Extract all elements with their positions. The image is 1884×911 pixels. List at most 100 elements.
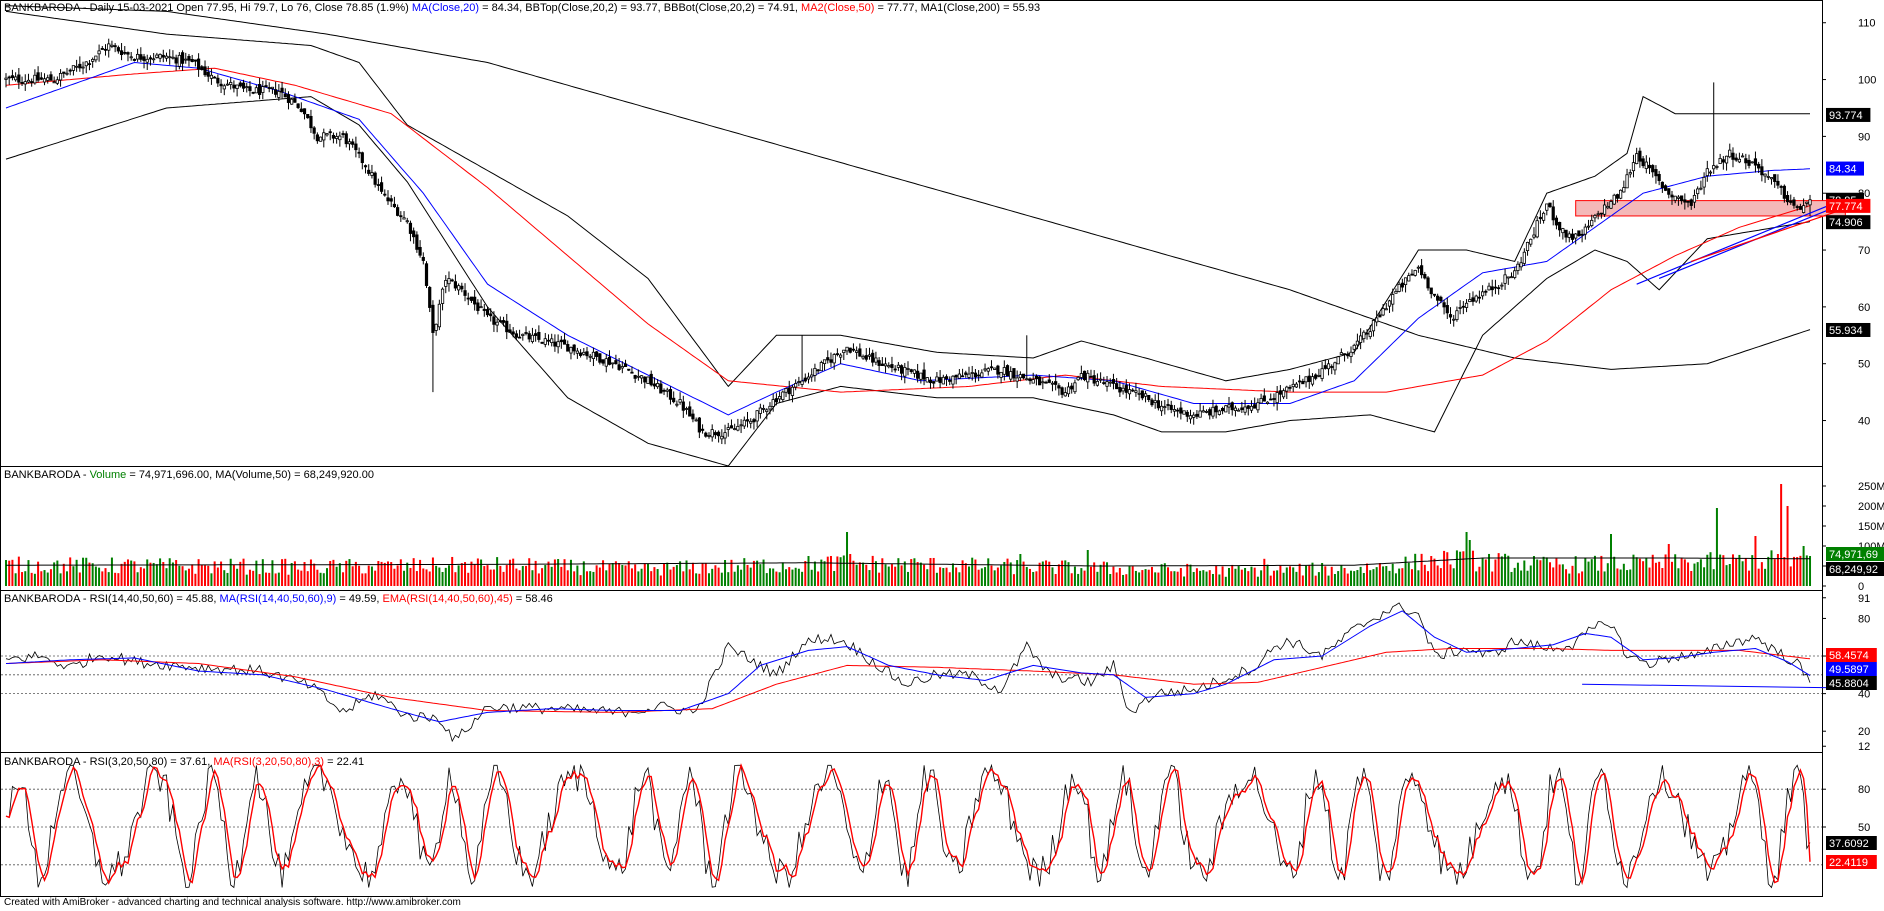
- candle-body: [903, 367, 907, 377]
- candle-body: [1641, 158, 1645, 167]
- volume-bar: [197, 559, 200, 586]
- volume-bar: [704, 563, 707, 586]
- volume-bar: [1703, 567, 1706, 586]
- candle-body: [1458, 307, 1462, 309]
- volume-bar: [724, 559, 727, 586]
- candle-body: [1622, 187, 1626, 193]
- candle-body: [49, 74, 53, 81]
- volume-bar: [101, 571, 104, 586]
- candle-body: [1766, 176, 1770, 178]
- candle-body: [890, 364, 894, 369]
- volume-bar: [130, 560, 133, 586]
- candle-body: [1577, 230, 1581, 237]
- candle-body: [1355, 340, 1360, 346]
- candle-body: [925, 377, 929, 383]
- volume-bar: [1016, 560, 1019, 586]
- candle-body: [39, 77, 43, 80]
- volume-bar: [980, 568, 983, 586]
- volume-bar: [1799, 555, 1802, 586]
- volume-bar: [701, 563, 704, 586]
- candle-body: [851, 348, 856, 351]
- candle-body: [1513, 270, 1517, 278]
- volume-bar: [1173, 571, 1176, 586]
- candle-body: [267, 87, 271, 89]
- volume-bar: [399, 559, 402, 586]
- volume-bar: [1157, 572, 1160, 586]
- volume-bar: [165, 568, 168, 586]
- volume-bar: [1462, 551, 1465, 586]
- candle-body: [723, 432, 727, 439]
- volume-bar: [1751, 555, 1754, 586]
- volume-bar: [1744, 558, 1747, 586]
- candle-body: [1368, 331, 1372, 338]
- volume-bar: [566, 570, 569, 586]
- value-label-text: 37.6092: [1829, 838, 1869, 850]
- volume-bar: [200, 564, 203, 586]
- candle-body: [322, 132, 326, 141]
- volume-bar: [634, 564, 637, 586]
- candle-body: [954, 374, 958, 378]
- volume-bar: [1484, 559, 1487, 586]
- candle-body: [238, 82, 242, 87]
- volume-bar: [579, 575, 582, 586]
- candle-body: [1471, 297, 1475, 302]
- candle-body: [1118, 386, 1122, 393]
- candle-body: [1384, 308, 1388, 311]
- volume-bar: [1218, 574, 1221, 586]
- candle-body: [1503, 274, 1507, 284]
- volume-bar: [797, 568, 800, 586]
- candle-body: [1275, 392, 1279, 404]
- volume-bar: [1622, 563, 1625, 586]
- candle-body: [1541, 212, 1546, 221]
- rsi3-ma-line: [5, 763, 1811, 886]
- volume-bar: [1327, 575, 1330, 586]
- candle-body: [778, 396, 782, 400]
- axis-tick-label: 20: [1858, 726, 1870, 738]
- volume-bar: [1430, 556, 1433, 586]
- volume-bar: [890, 564, 893, 586]
- candle-body: [1214, 405, 1218, 413]
- candle-body: [293, 98, 297, 103]
- volume-bar: [1186, 563, 1189, 586]
- volume-bar: [168, 558, 171, 586]
- volume-bar: [569, 559, 572, 586]
- volume-bar: [1211, 573, 1214, 586]
- candle-body: [1314, 374, 1318, 379]
- candle-body: [476, 302, 480, 311]
- volume-bar: [303, 562, 306, 586]
- candle-body: [768, 405, 772, 410]
- volume-bar: [59, 573, 62, 586]
- rsi3-line: [5, 763, 1811, 889]
- volume-bar: [104, 568, 107, 586]
- axis-tick-label: 110: [1858, 18, 1876, 30]
- candle-body: [1590, 219, 1594, 227]
- candle-body: [893, 368, 897, 371]
- candle-body: [1638, 150, 1642, 162]
- volume-bar: [669, 569, 672, 586]
- volume-bar: [1658, 561, 1661, 586]
- candle-body: [877, 360, 881, 366]
- volume-bar: [971, 557, 974, 586]
- candle-body: [1349, 351, 1353, 357]
- volume-bar: [1234, 568, 1237, 586]
- candle-body: [614, 360, 618, 365]
- candle-body: [428, 287, 432, 308]
- candle-body: [1789, 200, 1793, 203]
- candle-body: [1150, 399, 1154, 406]
- candle-body: [569, 346, 573, 354]
- candle-body: [209, 74, 214, 79]
- legend-part: = 84.34, BBTop(Close,20,2) = 93.77, BBBo…: [479, 2, 801, 14]
- candle-body: [1156, 400, 1160, 409]
- volume-bar: [274, 573, 277, 586]
- volume-bar: [345, 560, 348, 586]
- candle-body: [1185, 411, 1189, 417]
- candle-body: [1593, 215, 1597, 219]
- volume-bar: [473, 564, 476, 586]
- candle-body: [588, 355, 592, 358]
- volume-bar: [823, 561, 826, 586]
- volume-bar: [727, 572, 730, 586]
- volume-bar: [1118, 567, 1121, 586]
- candle-body: [84, 61, 88, 67]
- candle-body: [1201, 410, 1205, 413]
- volume-bar: [862, 562, 865, 586]
